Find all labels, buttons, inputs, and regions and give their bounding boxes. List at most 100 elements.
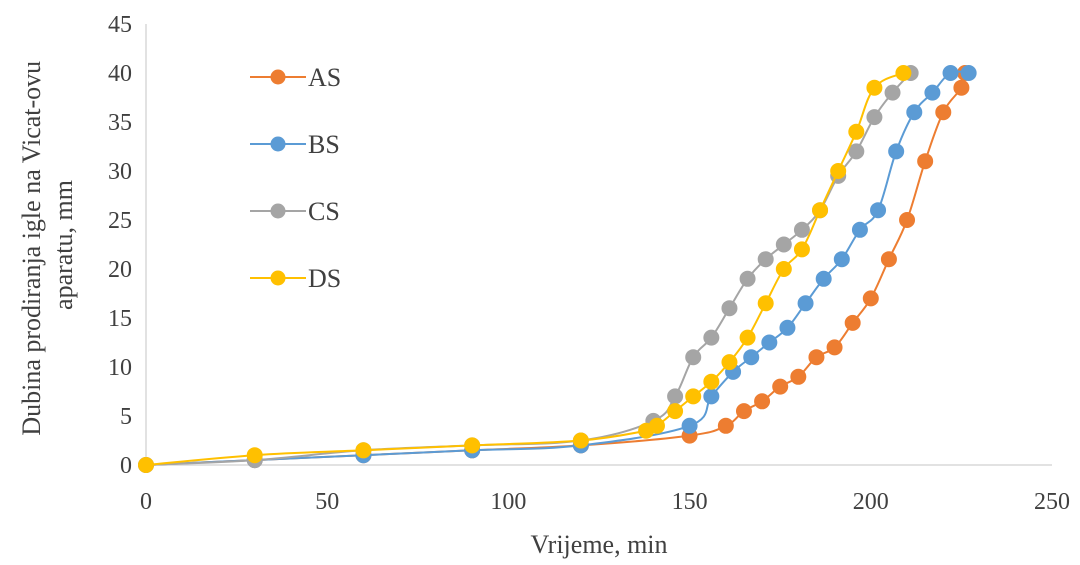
series-line-bs bbox=[145, 70, 969, 466]
y-axis-title: Dubina prodiranja igle na Vicat-ovu apar… bbox=[17, 54, 78, 435]
legend-label: DS bbox=[308, 264, 341, 293]
y-tick-label: 0 bbox=[120, 453, 132, 479]
x-tick-labels: 0 50 100 150 200 250 bbox=[140, 489, 1070, 515]
data-point bbox=[848, 123, 865, 140]
data-point bbox=[790, 368, 807, 385]
x-tick-label: 50 bbox=[315, 489, 339, 515]
data-point bbox=[717, 417, 734, 434]
y-tick-labels: 0 5 10 15 20 25 30 35 40 45 bbox=[108, 12, 132, 479]
legend-label: BS bbox=[308, 130, 340, 159]
y-tick-label: 5 bbox=[120, 404, 132, 430]
y-tick-label: 15 bbox=[108, 306, 132, 332]
data-point bbox=[572, 432, 589, 449]
data-point bbox=[866, 109, 883, 126]
data-point bbox=[826, 339, 843, 356]
data-point bbox=[888, 143, 905, 160]
axes bbox=[145, 24, 1052, 466]
data-point bbox=[884, 84, 901, 101]
legend-item-bs: BS bbox=[250, 130, 340, 159]
legend-item-cs: CS bbox=[250, 197, 340, 226]
y-tick-label: 35 bbox=[108, 110, 132, 136]
series-layer bbox=[138, 65, 977, 473]
data-point bbox=[464, 437, 481, 454]
legend-item-ds: DS bbox=[250, 264, 341, 293]
data-point bbox=[808, 349, 825, 366]
legend-label: CS bbox=[308, 197, 340, 226]
data-point bbox=[833, 251, 850, 268]
x-tick-label: 250 bbox=[1034, 489, 1070, 515]
x-tick-label: 0 bbox=[140, 489, 152, 515]
legend-marker bbox=[270, 270, 286, 286]
data-point bbox=[775, 261, 792, 277]
data-point bbox=[960, 65, 977, 81]
y-axis-title-line-2: aparatu, mm bbox=[49, 180, 78, 310]
data-point bbox=[138, 457, 154, 473]
data-point bbox=[797, 295, 814, 312]
series-cs bbox=[138, 65, 919, 473]
data-point bbox=[848, 143, 865, 160]
data-point bbox=[866, 79, 883, 96]
data-point bbox=[667, 388, 684, 405]
series-ds bbox=[138, 65, 912, 473]
y-tick-label: 20 bbox=[108, 257, 132, 283]
data-point bbox=[648, 417, 665, 434]
y-tick-label: 10 bbox=[108, 355, 132, 381]
data-point bbox=[899, 212, 916, 228]
data-point bbox=[685, 349, 702, 366]
data-point bbox=[743, 349, 760, 366]
data-point bbox=[754, 393, 771, 410]
legend-label: AS bbox=[308, 63, 341, 92]
data-point bbox=[870, 202, 887, 219]
data-point bbox=[812, 202, 829, 219]
data-point bbox=[953, 79, 970, 96]
data-point bbox=[851, 221, 868, 238]
legend-marker bbox=[270, 136, 286, 152]
legend: AS BS CS DS bbox=[250, 63, 341, 293]
data-point bbox=[793, 241, 810, 258]
data-point bbox=[772, 378, 789, 395]
data-point bbox=[739, 329, 756, 346]
y-tick-label: 40 bbox=[108, 61, 132, 87]
data-point bbox=[844, 314, 861, 331]
data-point bbox=[735, 403, 752, 420]
series-line-as bbox=[145, 72, 967, 466]
x-axis-title: Vrijeme, min bbox=[530, 530, 667, 559]
data-point bbox=[779, 319, 796, 336]
y-tick-label: 25 bbox=[108, 208, 132, 234]
data-point bbox=[757, 295, 774, 312]
y-axis-title-line-1: Dubina prodiranja igle na Vicat-ovu bbox=[17, 61, 46, 436]
data-point bbox=[862, 290, 879, 307]
data-point bbox=[935, 104, 952, 121]
x-tick-label: 200 bbox=[853, 489, 889, 515]
data-point bbox=[667, 403, 684, 420]
data-point bbox=[355, 442, 372, 459]
data-point bbox=[880, 251, 897, 268]
legend-marker bbox=[270, 203, 286, 219]
legend-item-as: AS bbox=[250, 63, 341, 92]
data-point bbox=[942, 65, 959, 81]
data-point bbox=[685, 388, 702, 405]
data-point bbox=[681, 417, 698, 434]
data-point bbox=[830, 163, 847, 179]
data-point bbox=[703, 388, 720, 405]
legend-marker bbox=[270, 69, 286, 85]
data-point bbox=[906, 104, 923, 121]
data-point bbox=[761, 334, 778, 351]
data-point bbox=[917, 153, 934, 170]
data-point bbox=[721, 354, 738, 371]
data-point bbox=[895, 65, 912, 81]
series-as bbox=[138, 65, 974, 473]
data-point bbox=[703, 373, 720, 390]
data-point bbox=[815, 270, 832, 287]
x-tick-label: 100 bbox=[490, 489, 526, 515]
data-point bbox=[924, 84, 941, 101]
data-point bbox=[775, 236, 792, 253]
x-tick-label: 150 bbox=[672, 489, 708, 515]
data-point bbox=[703, 329, 720, 346]
data-point bbox=[793, 221, 810, 238]
y-tick-label: 30 bbox=[108, 159, 132, 185]
data-point bbox=[757, 251, 774, 268]
series-line-cs bbox=[145, 72, 912, 466]
data-point bbox=[246, 447, 263, 464]
